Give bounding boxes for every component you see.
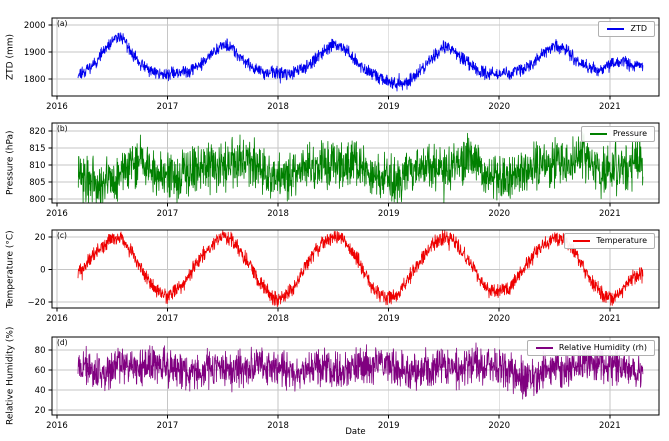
panel-letter-b: (b) xyxy=(57,124,68,133)
ylabel-temperature: Temperature (°C) xyxy=(5,230,16,308)
x-tick-label: 2021 xyxy=(599,102,621,112)
y-tick-label: 1800 xyxy=(24,75,46,85)
x-tick-label: 2020 xyxy=(488,314,510,324)
legend-label-humidity: Relative Humidity (rh) xyxy=(558,343,647,352)
x-tick-label: 2018 xyxy=(267,102,289,112)
series-line xyxy=(77,32,644,92)
x-tick-label: 2016 xyxy=(46,102,68,112)
humidity-line-swatch xyxy=(535,347,553,349)
x-tick-label: 2021 xyxy=(599,421,621,431)
panel-b: 800 805 810 815 820 2016 2017 2018 2019 2020 2021 xyxy=(29,122,660,219)
y-tick-label: 815 xyxy=(29,144,45,154)
y-tick-label: 20 xyxy=(35,406,46,416)
x-tick-label: 2017 xyxy=(157,421,179,431)
x-tick-label: 2017 xyxy=(157,314,179,324)
axes-border xyxy=(51,122,660,204)
ylabel-humidity: Relative Humidity (%) xyxy=(5,326,16,426)
x-tick-label: 2019 xyxy=(378,314,400,324)
y-tick-label: 1900 xyxy=(24,48,46,58)
x-tick-label: 2017 xyxy=(157,102,179,112)
x-tick-label: 2016 xyxy=(46,421,68,431)
x-tick-label: 2020 xyxy=(488,102,510,112)
x-tick-label: 2018 xyxy=(267,209,289,219)
y-tick-label: 820 xyxy=(29,127,45,137)
panel-letter-d: (d) xyxy=(57,338,68,347)
legend-pressure: Pressure xyxy=(580,126,655,142)
x-tick-label: 2019 xyxy=(378,421,400,431)
y-tick-label: −20 xyxy=(28,298,46,308)
x-tick-label: 2019 xyxy=(378,102,400,112)
series-line xyxy=(77,230,644,308)
legend-label-temperature: Temperature xyxy=(596,236,647,245)
xlabel-date: Date xyxy=(345,427,366,437)
legend-humidity: Relative Humidity (rh) xyxy=(526,340,655,356)
x-tick-label: 2021 xyxy=(599,314,621,324)
ztd-line-swatch xyxy=(607,28,625,30)
x-tick-label: 2018 xyxy=(267,314,289,324)
series-line xyxy=(77,131,644,203)
ylabel-pressure: Pressure (hPa) xyxy=(5,130,16,196)
x-tick-label: 2016 xyxy=(46,209,68,219)
y-tick-label: 20 xyxy=(35,233,46,243)
axes-border xyxy=(51,17,660,97)
panel-letter-a: (a) xyxy=(57,19,68,28)
panel-d: 20 40 60 80 2016 2017 2018 2019 2020 2021 xyxy=(35,336,660,431)
x-tick-label: 2018 xyxy=(267,421,289,431)
x-tick-label: 2020 xyxy=(488,209,510,219)
axes-border xyxy=(51,229,660,309)
y-tick-label: 805 xyxy=(29,178,45,188)
legend-temperature: Temperature xyxy=(564,233,655,249)
panel-a: 1800 1900 2000 2016 2017 2018 2019 2020 2021 xyxy=(24,17,660,112)
y-tick-label: 60 xyxy=(35,366,46,376)
legend-ztd: ZTD xyxy=(598,21,655,37)
pressure-line-swatch xyxy=(589,133,607,135)
x-tick-label: 2019 xyxy=(378,209,400,219)
y-tick-label: 800 xyxy=(29,195,45,205)
y-tick-label: 80 xyxy=(35,346,46,356)
axes-border xyxy=(51,336,660,416)
temperature-line-swatch xyxy=(573,240,591,242)
series-line xyxy=(77,342,644,400)
panel-c: −20 0 20 2016 2017 2018 2019 2020 2021 xyxy=(28,229,660,324)
x-tick-label: 2021 xyxy=(599,209,621,219)
x-tick-label: 2020 xyxy=(488,421,510,431)
y-tick-label: 40 xyxy=(35,386,46,396)
x-tick-label: 2017 xyxy=(157,209,179,219)
legend-label-ztd: ZTD xyxy=(630,24,647,33)
panel-letter-c: (c) xyxy=(57,231,67,240)
x-tick-label: 2016 xyxy=(46,314,68,324)
legend-label-pressure: Pressure xyxy=(612,129,647,138)
y-tick-label: 2000 xyxy=(24,21,46,31)
y-tick-label: 0 xyxy=(40,265,45,275)
y-tick-label: 810 xyxy=(29,161,45,171)
ylabel-ztd: ZTD (mm) xyxy=(5,34,16,81)
